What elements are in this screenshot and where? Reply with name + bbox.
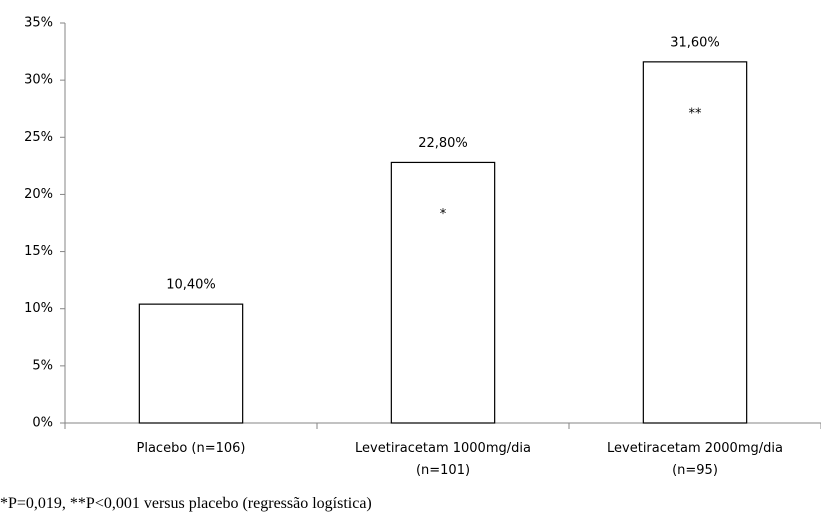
bar-annotation: * [440, 207, 447, 222]
footnote: *P=0,019, **P<0,001 versus placebo (regr… [0, 495, 372, 512]
x-tick-label: Levetiracetam 2000mg/dia (n=95) [607, 441, 783, 478]
bar [390, 161, 496, 424]
value-label: 22,80% [418, 136, 468, 151]
y-tick-label: 25% [24, 130, 53, 145]
y-tick-label: 35% [24, 16, 53, 31]
value-label: 10,40% [166, 278, 216, 293]
y-tick-label: 30% [24, 73, 53, 88]
bar-annotation: ** [689, 106, 703, 121]
y-tick-label: 5% [32, 358, 53, 373]
bar [642, 61, 748, 424]
value-label: 31,60% [670, 35, 720, 50]
y-tick-label: 20% [24, 187, 53, 202]
y-tick-label: 10% [24, 301, 53, 316]
y-tick-label: 0% [32, 416, 53, 431]
x-tick-label: Placebo (n=106) [136, 441, 246, 456]
y-tick-label: 15% [24, 244, 53, 259]
x-tick-label: Levetiracetam 1000mg/dia (n=101) [355, 441, 531, 478]
bar [138, 303, 244, 424]
